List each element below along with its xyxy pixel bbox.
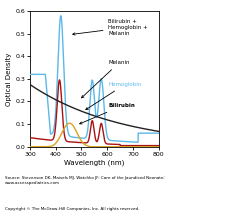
Text: Source: Stevenson DK, Maisels MJ, Watchko JF: Care of the Jaundiced Neonate;
www: Source: Stevenson DK, Maisels MJ, Watchk… bbox=[5, 176, 164, 185]
Text: Bilirubin: Bilirubin bbox=[79, 104, 135, 124]
X-axis label: Wavelength (nm): Wavelength (nm) bbox=[64, 159, 124, 166]
Text: Hemoglobin: Hemoglobin bbox=[85, 82, 141, 110]
Text: Copyright © The McGraw-Hill Companies, Inc. All rights reserved.: Copyright © The McGraw-Hill Companies, I… bbox=[5, 207, 138, 211]
Y-axis label: Optical Density: Optical Density bbox=[6, 52, 12, 106]
Text: Melanin: Melanin bbox=[81, 60, 129, 98]
Text: Bilirubin +
Hemoglobin +
Melanin: Bilirubin + Hemoglobin + Melanin bbox=[72, 19, 147, 35]
